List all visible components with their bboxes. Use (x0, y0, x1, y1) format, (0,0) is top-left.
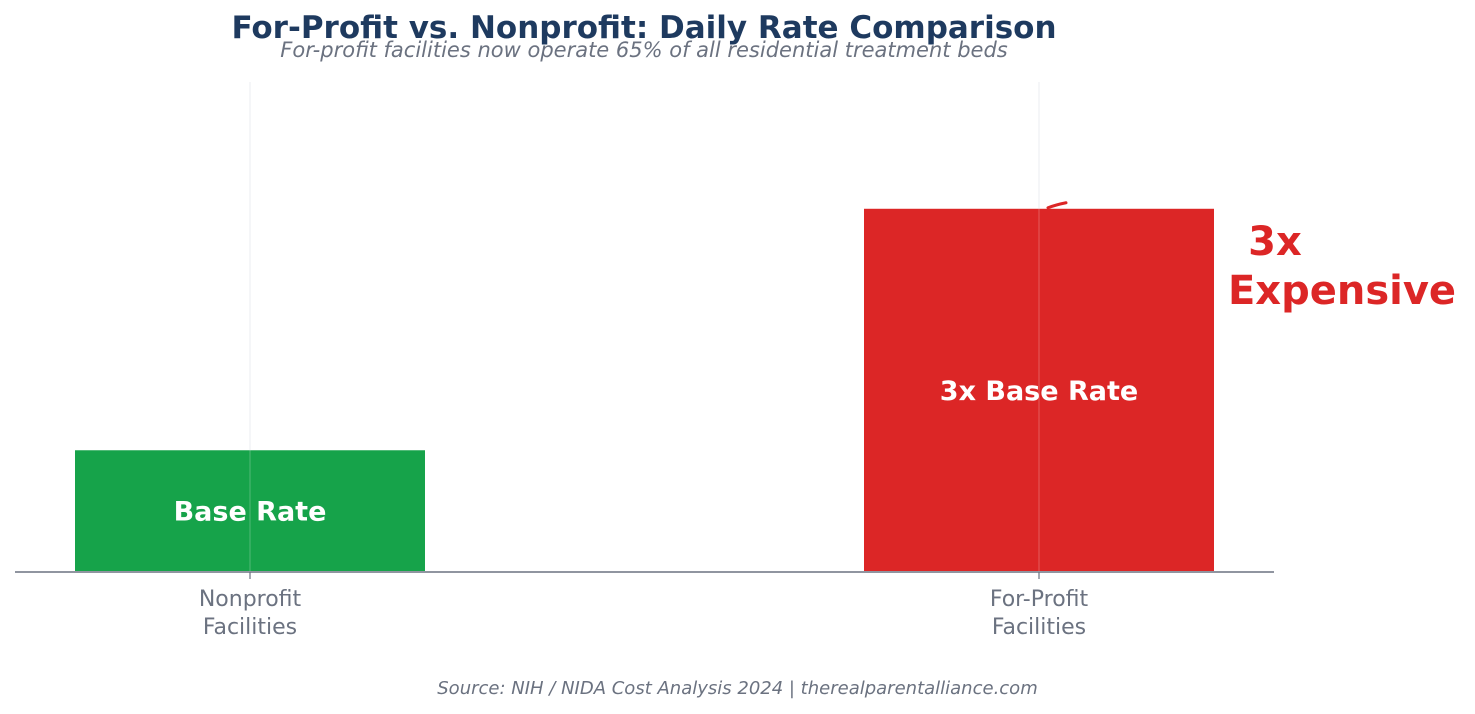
bar-label-1: 3x Base Rate (940, 376, 1138, 407)
x-tick-label-1-0: For-Profit (990, 587, 1089, 612)
x-tick-label-0-1: Facilities (203, 615, 297, 640)
x-tick-label-1-1: Facilities (992, 615, 1086, 640)
source-note: Source: NIH / NIDA Cost Analysis 2024 | … (437, 678, 1038, 699)
bar-label-0: Base Rate (174, 497, 327, 528)
chart-subtitle: For-profit facilities now operate 65% of… (280, 38, 1008, 62)
bar-1 (864, 208, 1214, 571)
annotation-line-0: 3x (1248, 219, 1302, 265)
chart-title: For-Profit vs. Nonprofit: Daily Rate Com… (231, 10, 1057, 46)
annotation-arrow (1046, 201, 1068, 210)
annotation-line-1: Expensive (1228, 268, 1456, 314)
bar-0 (75, 450, 425, 571)
x-tick-label-0-0: Nonprofit (199, 587, 302, 612)
